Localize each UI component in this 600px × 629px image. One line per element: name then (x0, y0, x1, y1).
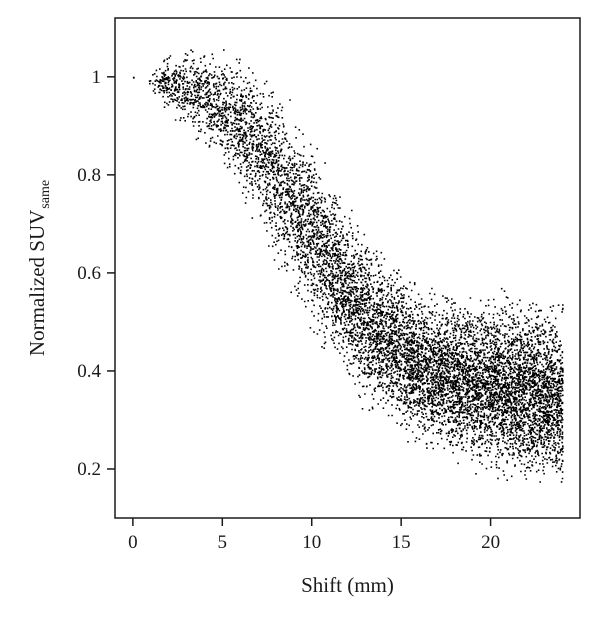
x-axis-title: Shift (mm) (301, 573, 394, 597)
y-tick-label: 1 (92, 67, 102, 88)
scatter-point-cloud (132, 49, 564, 483)
x-tick-label: 5 (218, 532, 228, 553)
scatter-points (132, 49, 564, 483)
y-tick-label: 0.4 (77, 361, 101, 382)
y-axis-title-subscript: same (38, 180, 53, 209)
x-tick-label: 20 (481, 532, 500, 553)
plot-frame (114, 17, 581, 519)
y-axis-title: Normalized SUVsame (25, 180, 53, 356)
y-tick-label: 0.2 (77, 459, 101, 480)
x-tick-label: 0 (128, 532, 138, 553)
x-tick-label: 15 (392, 532, 411, 553)
x-tick-label: 10 (302, 532, 321, 553)
y-axis-title-main: Normalized SUV (25, 210, 49, 356)
y-axis: 0.2 0.4 0.6 0.8 1 (77, 67, 115, 480)
y-tick-label: 0.8 (77, 165, 101, 186)
x-axis: 0 5 10 15 20 (128, 518, 500, 553)
y-tick-label: 0.6 (77, 263, 101, 284)
